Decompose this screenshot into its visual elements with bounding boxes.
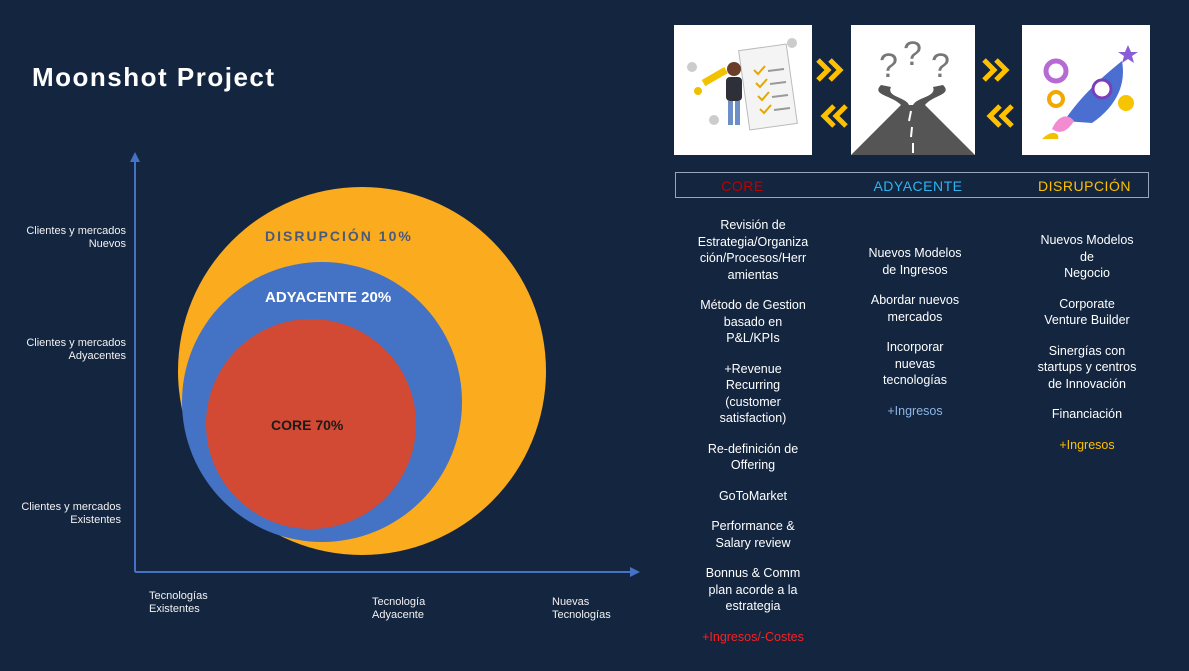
x-axis-arrow [630,567,640,577]
column-header-bar [675,172,1149,198]
adyacente-circle-label: ADYACENTE 20% [265,289,392,306]
core-result: +Ingresos/-Costes [702,629,804,644]
checklist-person-illustration [674,25,812,155]
disrupcion-circle-label: DISRUPCIÓN 10% [265,228,413,244]
list-item: Financiación [1051,407,1123,421]
svg-text:?: ? [931,47,950,85]
core-circle-label: CORE 70% [271,417,344,433]
ambition-matrix-diagram [130,152,640,577]
rocket-icon [1042,45,1138,139]
adyacente-column: Nuevos Modelos de Ingresos Abordar nuevo… [850,245,980,433]
core-column: Revisión de Estrategia/Organiza ción/Pro… [688,217,818,659]
list-item: Re-definición de Offering [707,441,799,473]
y-label-nuevos: Clientes y mercados Nuevos [26,225,126,250]
list-item: Bonnus & Comm plan acorde a la estrategi… [705,566,801,613]
crossroads-question-illustration: ? ? ? [851,25,975,155]
list-item: Sinergías con startups y centros de Inno… [1037,343,1137,391]
list-item: Nuevos Modelos de Negocio [1040,233,1134,280]
list-item: +Revenue Recurring (customer satisfactio… [719,361,787,426]
rocket-innovation-illustration [1022,25,1150,155]
checklist-icon [687,38,798,131]
list-item: Método de Gestion basado en P&L/KPIs [700,298,806,345]
page-title: Moonshot Project [32,62,276,92]
disrupcion-result: +Ingresos [1059,437,1115,452]
header-core: CORE [721,178,764,194]
list-item: Revisión de Estrategia/Organiza ción/Pro… [697,218,809,282]
list-item: Abordar nuevos mercados [870,293,960,324]
header-adyacente: ADYACENTE [873,178,963,194]
header-disrupcion: DISRUPCIÓN [1038,178,1131,194]
x-label-existentes: Tecnologías Existentes [149,590,208,615]
double-chevron-icons-2 [982,58,1014,128]
disrupcion-column: Nuevos Modelos de Negocio Corporate Vent… [1022,232,1152,467]
list-item: Performance & Salary review [711,519,795,550]
list-item: Corporate Venture Builder [1044,296,1130,328]
core-circle [206,319,416,529]
list-item: GoToMarket [718,488,788,503]
svg-text:?: ? [903,35,922,73]
double-chevron-icons-1 [816,58,848,128]
x-label-nuevas: Nuevas Tecnologías [552,596,611,621]
y-label-adyacentes: Clientes y mercados Adyacentes [26,337,126,362]
adyacente-result: +Ingresos [887,403,943,418]
list-item: Incorporar nuevas tecnologías [883,340,947,387]
list-item: Nuevos Modelos de Ingresos [868,246,962,277]
y-axis-arrow [130,152,140,162]
svg-text:?: ? [879,47,898,85]
crossroads-icon: ? ? ? [851,35,975,155]
y-label-existentes: Clientes y mercados Existentes [21,501,121,526]
x-label-adyacente: Tecnología Adyacente [372,596,426,621]
